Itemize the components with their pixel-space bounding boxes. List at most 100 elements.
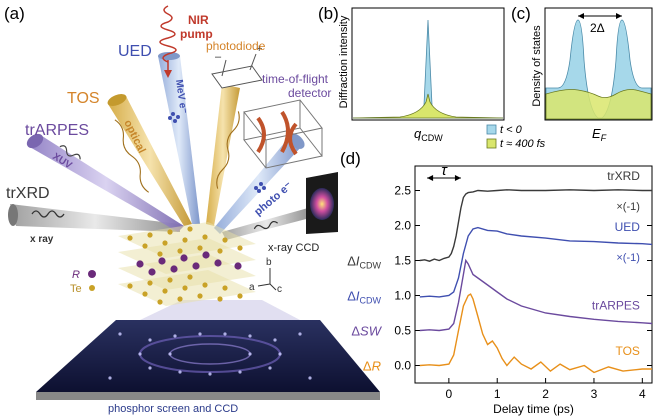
crystal-lattice: [118, 222, 256, 306]
phosphor-screen: [36, 300, 380, 400]
y-label: ΔICDW: [347, 289, 381, 306]
y-label-delta: Δ: [363, 359, 372, 374]
photodiode-plus: +: [256, 43, 262, 55]
tau-label: τ: [441, 162, 448, 179]
y-label-main: R: [372, 359, 381, 374]
ued-label: UED: [118, 43, 152, 60]
series-line-trarpes: [419, 258, 653, 332]
y-label-main: I: [356, 254, 360, 269]
y-tick-label: 1.0: [394, 289, 411, 303]
x-tick-label: 2: [542, 387, 549, 401]
beam-xray-scatter: [222, 208, 310, 240]
legend-r-label: R: [72, 269, 80, 281]
y-tick-label: 2.0: [394, 219, 411, 233]
tof-detector-icon: [243, 99, 323, 169]
panel-c-xlabel: EF: [592, 126, 607, 143]
y-tick-label: 2.5: [394, 184, 411, 198]
xray-ccd-label: x-ray CCD: [268, 242, 319, 254]
time-legend: t < 0 t ≈ 400 fs: [486, 124, 546, 150]
panel-label-a: (a): [4, 4, 25, 23]
schematic-panel: (a) phosphor screen and CCD: [4, 4, 380, 415]
x-tick-label: 3: [591, 387, 598, 401]
panel-b-xlabel: qCDW: [414, 126, 443, 143]
legend-after-label: t ≈ 400 fs: [500, 138, 546, 150]
y-label: ΔR: [363, 359, 381, 374]
trarpes-label: trARPES: [25, 122, 89, 139]
diffraction-peak-after: [352, 93, 504, 119]
y-label: ΔSW: [351, 324, 382, 339]
panel-b-xlabel-sub: CDW: [421, 133, 443, 143]
pump-label-line: pump: [180, 27, 213, 41]
series-note: ×(-1): [616, 252, 640, 264]
pump-label: NIR pump: [180, 13, 213, 41]
photodiode-label: photodiode: [206, 39, 266, 53]
tof-label-line: detector: [288, 86, 331, 100]
panel-c-frame: [544, 7, 653, 121]
y-label-delta: Δ: [347, 254, 356, 269]
tau-arrow-head-right: [454, 175, 461, 181]
trxrd-label: trXRD: [6, 185, 50, 202]
tof-label-line: time-of-flight: [262, 72, 329, 86]
y-label-sub: CDW: [360, 261, 382, 271]
y-tick-label: 0.5: [394, 324, 411, 338]
series-line-tos: [419, 293, 652, 374]
y-label-main: I: [356, 289, 360, 304]
beam-photodiode: [206, 84, 240, 226]
series-line-trxrd: [419, 189, 652, 262]
axis-a-label: a: [249, 282, 255, 293]
legend-before-label: t < 0: [500, 124, 523, 136]
element-legend: R Te: [70, 269, 96, 295]
chart-frame: [414, 165, 653, 384]
tos-label: TOS: [67, 90, 100, 107]
y-label: ΔICDW: [347, 254, 381, 271]
series-note: ×(-1): [616, 201, 640, 213]
pump-label-line: NIR: [188, 13, 209, 27]
tof-label: time-of-flight detector: [262, 72, 331, 100]
panel-c-xlabel-main: E: [592, 126, 601, 141]
series-label: trARPES: [592, 299, 640, 313]
panel-b-xlabel-main: q: [414, 126, 422, 141]
panel-label-b: (b): [318, 4, 339, 23]
axis-c-label: c: [277, 284, 282, 295]
series-label: UED: [615, 220, 641, 234]
x-tick-label: 4: [639, 387, 646, 401]
x-axis-label: Delay time (ps): [493, 402, 574, 416]
gap-arrow-head-left: [578, 13, 584, 19]
panel-c-xlabel-sub: F: [601, 133, 607, 143]
ued-beam-label: MeV e⁻: [173, 79, 189, 114]
series-label: trXRD: [607, 169, 640, 183]
delay-chart: (d) 0 1 2 3 4 0.0 0.5 1.0 1.5 2.0 2.5 Delay time (p…: [340, 149, 653, 416]
panel-b-ylabel: Diffraction intensity: [338, 15, 350, 108]
series-line-ued: [419, 226, 653, 298]
y-tick-label: 0.0: [394, 359, 411, 373]
photodiode-minus: –: [215, 51, 222, 63]
x-tick-label: 1: [494, 387, 501, 401]
panel-b-frame: [351, 7, 505, 121]
gap-arrow-head-right: [616, 13, 622, 19]
nir-pump-pulse: [159, 5, 177, 78]
series-label: TOS: [615, 344, 639, 358]
diffraction-panel: (b) Diffraction intensity qCDW: [318, 4, 505, 143]
photodiode-icon: – +: [211, 43, 263, 89]
beam-tos: [107, 94, 192, 226]
dos-after: [545, 89, 652, 120]
panel-c-ylabel: Density of states: [531, 25, 543, 107]
beam-ued: [158, 52, 200, 224]
dos-panel: (c) Density of states 2Δ EF: [511, 4, 653, 143]
xray-ccd-icon: [306, 172, 338, 234]
y-label-delta: Δ: [347, 289, 356, 304]
y-label-sub: CDW: [360, 296, 382, 306]
legend-te-label: Te: [70, 283, 82, 295]
beam-trxrd: [8, 204, 180, 232]
panel-label-c: (c): [511, 4, 531, 23]
axis-b-label: b: [266, 257, 272, 268]
gap-label: 2Δ: [590, 21, 605, 35]
trxrd-beam-label: x ray: [30, 234, 54, 245]
legend-swatch-after: [486, 138, 497, 149]
crystal-axes: b a c: [249, 257, 282, 295]
panel-label-d: (d): [340, 149, 361, 168]
screen-label: phosphor screen and CCD: [108, 403, 238, 415]
legend-swatch-before: [486, 124, 497, 135]
beam-trarpes: [26, 133, 184, 232]
y-label-delta: Δ: [351, 324, 360, 339]
